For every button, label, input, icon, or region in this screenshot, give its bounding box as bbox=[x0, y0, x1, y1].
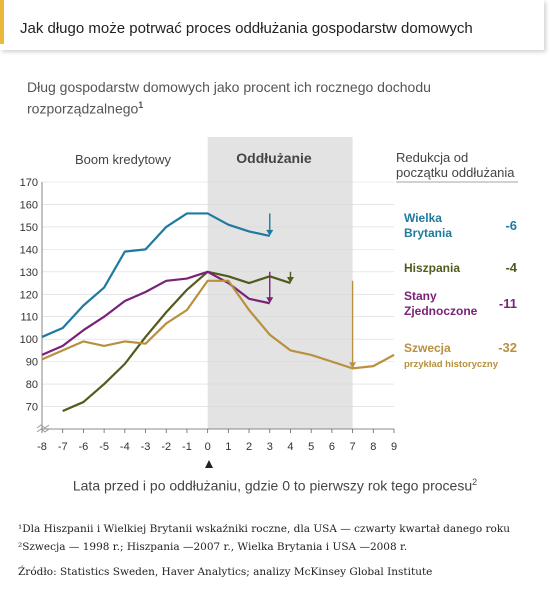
x-tick-label: 1 bbox=[225, 441, 231, 453]
x-tick-label: 5 bbox=[308, 441, 314, 453]
reduction-arrowhead-uk bbox=[266, 229, 274, 236]
y-tick-label: 90 bbox=[26, 357, 38, 369]
x-tick-label: -7 bbox=[58, 441, 68, 453]
x-tick-label: -5 bbox=[99, 441, 109, 453]
chart-subtitle: Dług gospodarstw domowych jako procent i… bbox=[27, 78, 497, 118]
chart-title: Jak długo może potrwać proces oddłużania… bbox=[20, 20, 473, 37]
deleveraging-shaded-region bbox=[207, 137, 353, 429]
subtitle-footnote-mark: 1 bbox=[138, 100, 144, 110]
x-axis-label-text: Lata przed i po oddłużaniu, gdzie 0 to p… bbox=[72, 477, 473, 494]
x-tick-label: 7 bbox=[350, 441, 356, 453]
deleveraging-label: Oddłużanie bbox=[236, 150, 312, 166]
legend-name-spain: Hiszpania bbox=[404, 261, 460, 275]
x-tick-label: 3 bbox=[267, 441, 273, 453]
x-tick-label: -6 bbox=[79, 441, 89, 453]
x-tick-label: -2 bbox=[161, 441, 171, 453]
reduction-value-uk: -6 bbox=[505, 218, 517, 233]
y-tick-label: 140 bbox=[20, 244, 38, 256]
x-tick-label: -1 bbox=[182, 441, 192, 453]
legend-note-sweden: przykład historyczny bbox=[404, 359, 499, 370]
reduction-arrowhead-usa bbox=[266, 297, 274, 304]
legend-name-sweden: Szwecja bbox=[404, 341, 451, 355]
y-tick-label: 70 bbox=[26, 402, 38, 414]
y-tick-label: 80 bbox=[26, 379, 38, 391]
x-tick-label: -8 bbox=[37, 441, 47, 453]
reduction-header: Redukcja od początku oddłużania bbox=[396, 150, 515, 180]
subtitle-text: Dług gospodarstw domowych jako procent i… bbox=[27, 79, 431, 117]
legend-name-uk: Wielka Brytania bbox=[404, 211, 452, 240]
x-tick-label: -3 bbox=[141, 441, 151, 453]
series-lines bbox=[41, 212, 395, 413]
reduction-arrowhead-spain bbox=[286, 277, 294, 284]
y-tick-label: 120 bbox=[20, 289, 38, 301]
y-tick-label: 100 bbox=[20, 334, 38, 346]
reduction-value-spain: -4 bbox=[505, 260, 517, 275]
x-tick-label: 0 bbox=[205, 441, 211, 453]
reduction-value-sweden: -32 bbox=[498, 340, 517, 355]
y-tick-label: 110 bbox=[20, 312, 38, 324]
x-tick-label: -4 bbox=[120, 441, 130, 453]
boom-label: Boom kredytowy bbox=[75, 152, 172, 167]
x-tick-label: 9 bbox=[391, 441, 397, 453]
source-note: Źródło: Statistics Sweden, Haver Analyti… bbox=[18, 566, 433, 578]
y-tick-label: 170 bbox=[20, 177, 38, 189]
footnote-1: ¹Dla Hiszpanii i Wielkiej Brytanii wskaź… bbox=[18, 523, 510, 535]
legend: Wielka Brytania -6 Hiszpania -4 Stany Zjednocz… bbox=[404, 211, 518, 370]
x-tick-label: 8 bbox=[370, 441, 376, 453]
x-tick-label: 6 bbox=[329, 441, 335, 453]
y-tick-label: 130 bbox=[20, 267, 38, 279]
footnote-2: ²Szwecja — 1998 r.; Hiszpania —2007 r., … bbox=[18, 541, 408, 553]
title-accent bbox=[0, 0, 4, 44]
x-axis-label-footnote-mark: 2 bbox=[472, 477, 478, 487]
y-tick-label: 150 bbox=[20, 222, 38, 234]
axis-break-icon bbox=[36, 424, 50, 433]
reduction-value-usa: -11 bbox=[499, 296, 517, 311]
x-tick-label: 2 bbox=[246, 441, 252, 453]
zero-marker-icon bbox=[205, 460, 213, 468]
x-tick-label: 4 bbox=[287, 441, 293, 453]
legend-name-usa: Stany Zjednoczone bbox=[404, 289, 478, 318]
series-line-spain bbox=[62, 270, 291, 413]
reduction-arrows bbox=[266, 213, 357, 369]
y-tick-label: 160 bbox=[20, 199, 38, 211]
series-line-sweden bbox=[41, 279, 395, 370]
reduction-arrowhead-sweden bbox=[349, 362, 357, 369]
axes: -8 -7 -6 -5 -4 -3 -2 -1 0 1 2 3 4 5 6 7 8 9 bbox=[37, 182, 397, 453]
series-line-uk bbox=[41, 212, 270, 338]
gridlines: 70 80 90 100 110 120 130 140 150 160 170 bbox=[20, 177, 394, 414]
title-box: Jak długo może potrwać proces oddłużania… bbox=[0, 0, 544, 50]
x-axis-label: Lata przed i po oddłużaniu, gdzie 0 to p… bbox=[0, 477, 550, 494]
